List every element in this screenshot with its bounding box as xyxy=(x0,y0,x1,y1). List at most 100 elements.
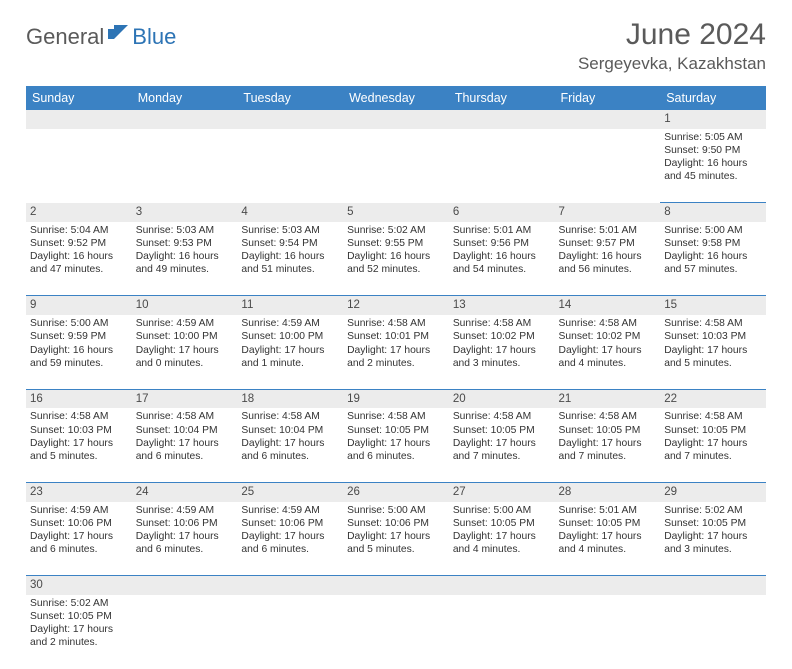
sunrise-line: Sunrise: 4:58 AM xyxy=(664,317,762,330)
day-number-row: 1 xyxy=(26,110,766,129)
weekday-header: Wednesday xyxy=(343,86,449,110)
sunrise-line: Sunrise: 4:59 AM xyxy=(241,317,339,330)
daylight-line: Daylight: 17 hours and 4 minutes. xyxy=(559,530,657,556)
daylight-line: Daylight: 17 hours and 3 minutes. xyxy=(664,530,762,556)
day-number-cell: 16 xyxy=(26,389,132,408)
sunrise-line: Sunrise: 4:58 AM xyxy=(664,410,762,423)
day-cell: Sunrise: 4:58 AMSunset: 10:01 PMDaylight… xyxy=(343,315,449,389)
day-cell: Sunrise: 5:00 AMSunset: 10:05 PMDaylight… xyxy=(449,502,555,576)
daylight-line: Daylight: 17 hours and 3 minutes. xyxy=(453,344,551,370)
day-cell: Sunrise: 5:04 AMSunset: 9:52 PMDaylight:… xyxy=(26,222,132,296)
day-cell xyxy=(132,129,238,203)
day-cell: Sunrise: 5:01 AMSunset: 9:57 PMDaylight:… xyxy=(555,222,661,296)
sunset-line: Sunset: 10:00 PM xyxy=(136,330,234,343)
daylight-line: Daylight: 16 hours and 52 minutes. xyxy=(347,250,445,276)
day-number-cell: 26 xyxy=(343,482,449,501)
day-cell xyxy=(660,595,766,669)
sunset-line: Sunset: 10:03 PM xyxy=(30,424,128,437)
day-cell: Sunrise: 4:58 AMSunset: 10:05 PMDaylight… xyxy=(660,408,766,482)
day-cell: Sunrise: 5:05 AMSunset: 9:50 PMDaylight:… xyxy=(660,129,766,203)
sunrise-line: Sunrise: 5:00 AM xyxy=(453,504,551,517)
daylight-line: Daylight: 17 hours and 6 minutes. xyxy=(30,530,128,556)
daylight-line: Daylight: 16 hours and 49 minutes. xyxy=(136,250,234,276)
sunset-line: Sunset: 10:05 PM xyxy=(559,517,657,530)
sunset-line: Sunset: 10:04 PM xyxy=(241,424,339,437)
day-number-cell: 8 xyxy=(660,203,766,222)
day-number-cell xyxy=(555,576,661,595)
day-number-cell: 23 xyxy=(26,482,132,501)
week-row: Sunrise: 5:02 AMSunset: 10:05 PMDaylight… xyxy=(26,595,766,669)
day-number-cell: 29 xyxy=(660,482,766,501)
daylight-line: Daylight: 17 hours and 5 minutes. xyxy=(664,344,762,370)
sunrise-line: Sunrise: 5:02 AM xyxy=(664,504,762,517)
sunset-line: Sunset: 10:01 PM xyxy=(347,330,445,343)
sunrise-line: Sunrise: 5:04 AM xyxy=(30,224,128,237)
sunrise-line: Sunrise: 4:58 AM xyxy=(30,410,128,423)
daylight-line: Daylight: 17 hours and 2 minutes. xyxy=(30,623,128,649)
day-cell: Sunrise: 5:03 AMSunset: 9:53 PMDaylight:… xyxy=(132,222,238,296)
daylight-line: Daylight: 16 hours and 54 minutes. xyxy=(453,250,551,276)
day-cell: Sunrise: 4:58 AMSunset: 10:05 PMDaylight… xyxy=(343,408,449,482)
day-number-cell: 15 xyxy=(660,296,766,315)
calendar-table: Sunday Monday Tuesday Wednesday Thursday… xyxy=(26,86,766,669)
daylight-line: Daylight: 17 hours and 6 minutes. xyxy=(136,437,234,463)
day-cell xyxy=(343,129,449,203)
sunrise-line: Sunrise: 5:02 AM xyxy=(30,597,128,610)
daylight-line: Daylight: 17 hours and 7 minutes. xyxy=(664,437,762,463)
sunrise-line: Sunrise: 5:05 AM xyxy=(664,131,762,144)
sunrise-line: Sunrise: 4:58 AM xyxy=(241,410,339,423)
sunrise-line: Sunrise: 5:00 AM xyxy=(30,317,128,330)
day-cell xyxy=(26,129,132,203)
sunset-line: Sunset: 9:54 PM xyxy=(241,237,339,250)
weekday-header: Saturday xyxy=(660,86,766,110)
daylight-line: Daylight: 16 hours and 59 minutes. xyxy=(30,344,128,370)
day-number-cell: 12 xyxy=(343,296,449,315)
sunset-line: Sunset: 9:50 PM xyxy=(664,144,762,157)
day-number-cell: 17 xyxy=(132,389,238,408)
day-cell: Sunrise: 4:59 AMSunset: 10:06 PMDaylight… xyxy=(26,502,132,576)
day-number-cell xyxy=(26,110,132,129)
day-number-cell: 13 xyxy=(449,296,555,315)
day-number-cell: 21 xyxy=(555,389,661,408)
sunset-line: Sunset: 9:59 PM xyxy=(30,330,128,343)
day-cell: Sunrise: 5:01 AMSunset: 9:56 PMDaylight:… xyxy=(449,222,555,296)
daylight-line: Daylight: 16 hours and 45 minutes. xyxy=(664,157,762,183)
sunset-line: Sunset: 10:06 PM xyxy=(241,517,339,530)
daylight-line: Daylight: 17 hours and 0 minutes. xyxy=(136,344,234,370)
day-cell xyxy=(449,595,555,669)
sunrise-line: Sunrise: 5:01 AM xyxy=(453,224,551,237)
sunset-line: Sunset: 10:05 PM xyxy=(453,424,551,437)
daylight-line: Daylight: 17 hours and 6 minutes. xyxy=(347,437,445,463)
day-number-cell: 3 xyxy=(132,203,238,222)
daylight-line: Daylight: 17 hours and 1 minute. xyxy=(241,344,339,370)
sunset-line: Sunset: 10:00 PM xyxy=(241,330,339,343)
daylight-line: Daylight: 17 hours and 6 minutes. xyxy=(136,530,234,556)
sunset-line: Sunset: 10:06 PM xyxy=(347,517,445,530)
day-number-cell: 9 xyxy=(26,296,132,315)
day-cell: Sunrise: 5:02 AMSunset: 10:05 PMDaylight… xyxy=(26,595,132,669)
day-cell xyxy=(132,595,238,669)
sunrise-line: Sunrise: 4:59 AM xyxy=(241,504,339,517)
day-cell: Sunrise: 4:59 AMSunset: 10:06 PMDaylight… xyxy=(132,502,238,576)
week-row: Sunrise: 5:05 AMSunset: 9:50 PMDaylight:… xyxy=(26,129,766,203)
weekday-header-row: Sunday Monday Tuesday Wednesday Thursday… xyxy=(26,86,766,110)
month-title: June 2024 xyxy=(578,18,766,52)
logo-text-2: Blue xyxy=(132,24,176,50)
sunrise-line: Sunrise: 4:58 AM xyxy=(559,317,657,330)
logo-flag-icon xyxy=(108,25,130,46)
daylight-line: Daylight: 17 hours and 2 minutes. xyxy=(347,344,445,370)
sunset-line: Sunset: 10:06 PM xyxy=(30,517,128,530)
daylight-line: Daylight: 16 hours and 56 minutes. xyxy=(559,250,657,276)
week-row: Sunrise: 5:04 AMSunset: 9:52 PMDaylight:… xyxy=(26,222,766,296)
sunrise-line: Sunrise: 5:00 AM xyxy=(664,224,762,237)
day-cell xyxy=(343,595,449,669)
day-number-cell xyxy=(343,576,449,595)
day-cell xyxy=(555,595,661,669)
daylight-line: Daylight: 16 hours and 51 minutes. xyxy=(241,250,339,276)
day-number-cell: 14 xyxy=(555,296,661,315)
day-number-cell xyxy=(449,576,555,595)
day-number-cell: 22 xyxy=(660,389,766,408)
day-number-row: 16171819202122 xyxy=(26,389,766,408)
daylight-line: Daylight: 17 hours and 4 minutes. xyxy=(559,344,657,370)
sunrise-line: Sunrise: 4:58 AM xyxy=(559,410,657,423)
